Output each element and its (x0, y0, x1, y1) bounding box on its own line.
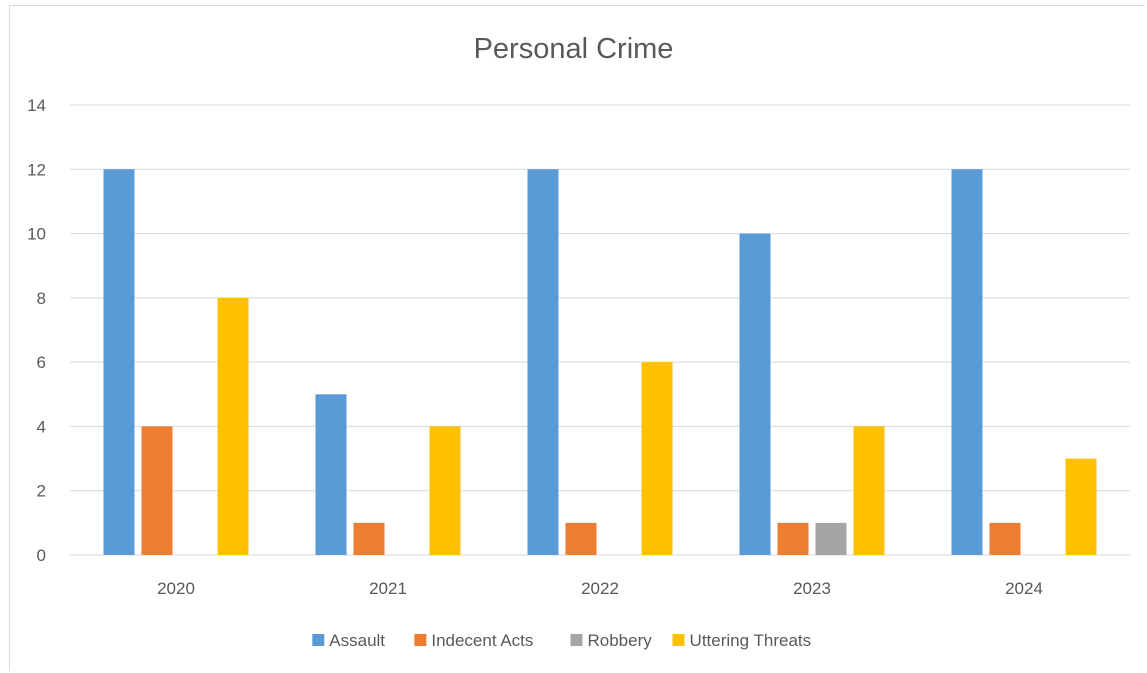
bar-assault-2023 (739, 233, 771, 556)
y-tick-label: 4 (37, 417, 46, 436)
legend: Assault Indecent Acts Robbery Uttering Thre… (312, 631, 811, 650)
x-tick-label: 2022 (581, 579, 619, 598)
legend-label: Robbery (587, 631, 652, 650)
bar-indecent-acts-2021 (353, 522, 385, 555)
y-axis-tick-labels: 0 2 4 6 8 10 12 14 (27, 96, 46, 565)
bar-assault-2022 (527, 169, 559, 556)
x-axis-tick-labels: 2020 2021 2022 2023 2024 (157, 579, 1043, 598)
y-tick-label: 12 (27, 160, 46, 179)
bar-indecent-acts-2020 (141, 426, 173, 555)
x-tick-label: 2021 (369, 579, 407, 598)
y-tick-label: 0 (37, 546, 46, 565)
bar-uttering-threats-2021 (429, 426, 461, 555)
bar-robbery-2023 (815, 522, 847, 555)
legend-swatch (414, 634, 427, 646)
bar-uttering-threats-2023 (853, 426, 885, 555)
bar-assault-2024 (951, 169, 983, 556)
legend-swatch (570, 634, 583, 646)
bar-indecent-acts-2024 (989, 522, 1021, 555)
x-tick-label: 2023 (793, 579, 831, 598)
legend-label: Assault (329, 631, 385, 650)
chart-title: Personal Crime (473, 33, 674, 65)
legend-swatch (312, 634, 325, 646)
bar-uttering-threats-2020 (217, 297, 249, 555)
y-tick-label: 2 (37, 482, 46, 501)
bar-assault-2021 (315, 394, 347, 555)
x-tick-label: 2024 (1005, 579, 1043, 598)
legend-swatch (672, 634, 685, 646)
x-tick-label: 2020 (157, 579, 195, 598)
bar-uttering-threats-2024 (1065, 458, 1097, 555)
bar-assault-2020 (103, 169, 135, 556)
y-tick-label: 6 (37, 353, 46, 372)
bar-uttering-threats-2022 (641, 362, 673, 555)
legend-label: Indecent Acts (431, 631, 533, 650)
y-tick-label: 14 (27, 96, 46, 115)
bar-indecent-acts-2022 (565, 522, 597, 555)
legend-label: Uttering Threats (690, 631, 812, 650)
y-tick-label: 8 (37, 289, 46, 308)
bar-indecent-acts-2023 (777, 522, 809, 555)
bars (103, 169, 1097, 556)
y-tick-label: 10 (27, 225, 46, 244)
